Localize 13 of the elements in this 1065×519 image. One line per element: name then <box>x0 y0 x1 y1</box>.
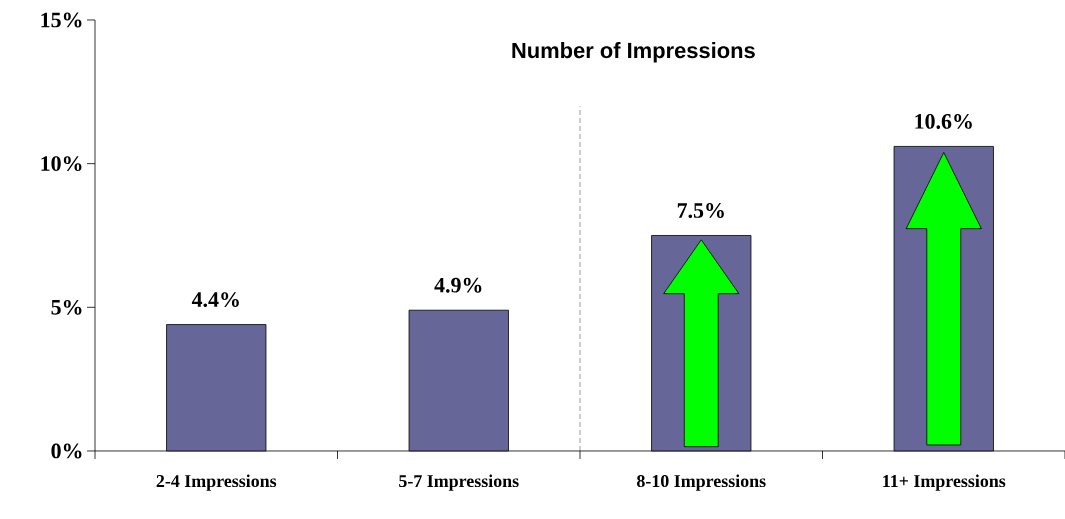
x-tick-label: 11+ Impressions <box>883 474 1006 491</box>
text: Number of Impressions <box>512 42 755 63</box>
x-tick-label: 5-7 Impressions <box>399 474 519 491</box>
y-tick-label: 15% <box>41 12 82 28</box>
data-label: 4.9% <box>434 277 482 293</box>
data-label: 10.6% <box>915 114 972 129</box>
y-tick-label: 0% <box>51 443 82 459</box>
data-label: 7.5% <box>677 203 724 218</box>
y-tick-label: 10% <box>41 156 82 172</box>
x-tick-label: 2-4 Impressions <box>156 474 277 491</box>
data-label: 4.4% <box>191 292 239 308</box>
y-tick-label: 5% <box>51 299 82 315</box>
x-tick-label: 8-10 Impressions <box>637 474 766 491</box>
